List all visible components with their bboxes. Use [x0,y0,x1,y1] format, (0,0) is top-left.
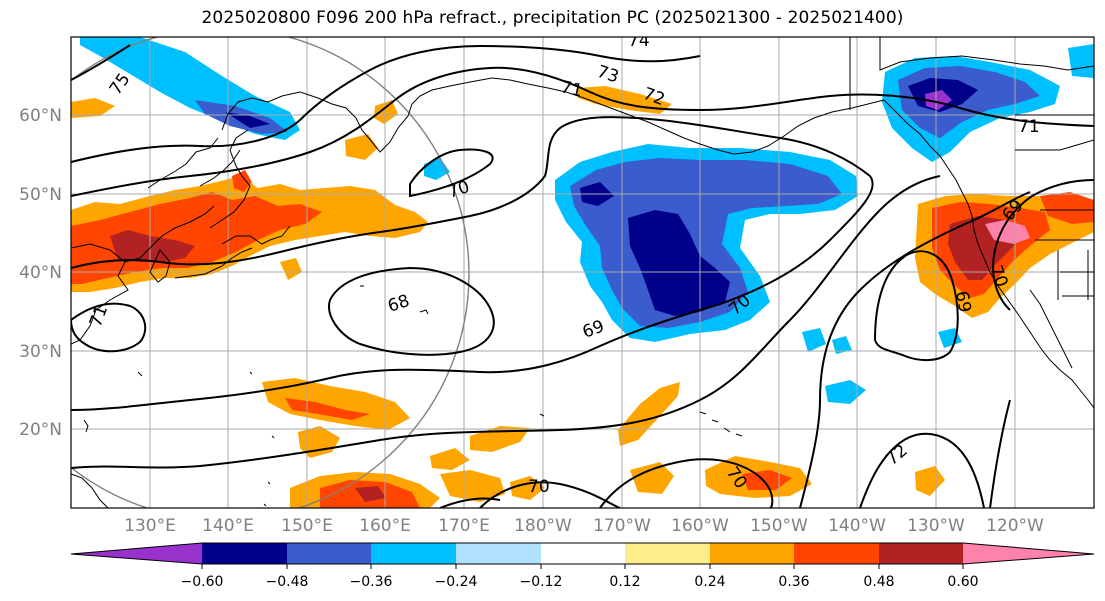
anomaly-nw-corner [71,98,115,118]
colorbar-tick-label: 0.48 [863,574,894,590]
lat-label-50n: 50°N [19,185,62,205]
anomaly-nw-navy [225,112,270,128]
colorbar-segment-royal-blue [287,543,371,564]
lon-label-170e: 170°E [438,516,490,536]
anomaly-south-east3 [915,466,945,496]
anomaly-pacific-blue-mid [570,158,842,328]
colorbar-segment-orange [710,543,794,564]
colorbar-tick-label: −0.24 [435,574,478,590]
colorbar-segment-dark-red [879,543,963,564]
colorbar-segment-white [541,543,625,564]
colorbar-tick-label: −0.36 [350,574,393,590]
anomaly-okhotsk [374,100,398,124]
anomaly-subtropics-patch4 [618,382,680,446]
lon-label-170w: 170°W [593,516,651,536]
anomaly-socal [1040,192,1094,224]
map-title: 2025020800 F096 200 hPa refract., precip… [201,8,904,28]
colorbar-tick-label: 0.12 [609,574,640,590]
lat-label-30n: 30°N [19,342,62,362]
lat-label-40n: 40°N [19,263,62,283]
colorbar-ticks [201,564,964,569]
colorbar-segment-red-orange [794,543,879,564]
colorbar: −0.60 −0.48 −0.36 −0.24 −0.12 0.12 0.24 … [70,542,1095,590]
lon-label-180w: 180°W [514,516,572,536]
anomaly-alaska-purple [925,90,952,110]
anomaly-subtropics-patch1 [298,426,340,458]
colorbar-segment-purple [71,543,202,564]
positive-anomaly-regions [71,86,1094,508]
anomaly-subtropics-west-core [285,398,370,420]
colorbar-tick-label: 0.60 [947,574,978,590]
colorbar-segment-pink [963,543,1094,564]
anomaly-small-blue4 [825,380,866,404]
anomaly-small-blue2 [802,328,826,352]
lon-label-160w: 160°W [671,516,729,536]
colorbar-segment-light-yellow [625,543,710,564]
map-content: 75 74 73 71 72 71 70 68 69 70 69 70 69 7… [71,31,1094,508]
lat-label-60n: 60°N [19,106,62,126]
anomaly-subtropics-patch3 [430,448,470,470]
anomaly-small-blue3 [832,336,852,354]
colorbar-tick-label: −0.48 [266,574,309,590]
graticule [71,37,1094,508]
colorbar-segment-light-blue [456,543,541,564]
anomaly-kuril [345,134,378,160]
colorbar-tick-label: 0.36 [778,574,809,590]
anomaly-subtropics-west [262,378,410,430]
colorbar-segment-deep-sky [371,543,456,564]
lon-label-160e: 160°E [359,516,411,536]
anomaly-mid-small [280,258,302,280]
anomaly-south-east1 [630,462,674,494]
anomaly-south-mid [440,470,505,502]
colorbar-tick-label: −0.12 [520,574,563,590]
anomaly-ne-corner [1068,44,1094,78]
refractivity-contours [71,44,1094,508]
lon-label-140e: 140°E [202,516,254,536]
colorbar-tick-label: −0.60 [181,574,224,590]
anomaly-west-coast-pink [985,220,1030,244]
contour-label-71-a: 71 [559,77,584,101]
anomaly-japan-north [232,170,252,192]
map-frame [70,36,1095,509]
lon-label-150e: 150°E [281,516,333,536]
anomaly-pacific-navy [628,210,730,316]
lon-label-130w: 130°W [907,516,965,536]
contour-label-69-c: 69 [951,289,974,314]
coastlines [71,37,1094,508]
latitude-labels: 60°N 50°N 40°N 30°N 20°N [19,106,62,440]
lon-label-150w: 150°W [750,516,808,536]
lon-label-140w: 140°W [828,516,886,536]
contour-label-74: 74 [628,31,650,51]
colorbar-segment-navy [202,543,287,564]
contour-label-71-b: 71 [1018,117,1040,137]
contour-label-70-e: 70 [528,477,550,497]
lon-label-120w: 120°W [986,516,1044,536]
lat-label-20n: 20°N [19,420,62,440]
longitude-labels: 130°E 140°E 150°E 160°E 170°E 180°W 170°… [124,516,1044,536]
lon-label-130e: 130°E [124,516,176,536]
anomaly-south-band-peak [355,486,386,502]
reference-circle [71,37,470,508]
colorbar-tick-label: 0.24 [694,574,725,590]
